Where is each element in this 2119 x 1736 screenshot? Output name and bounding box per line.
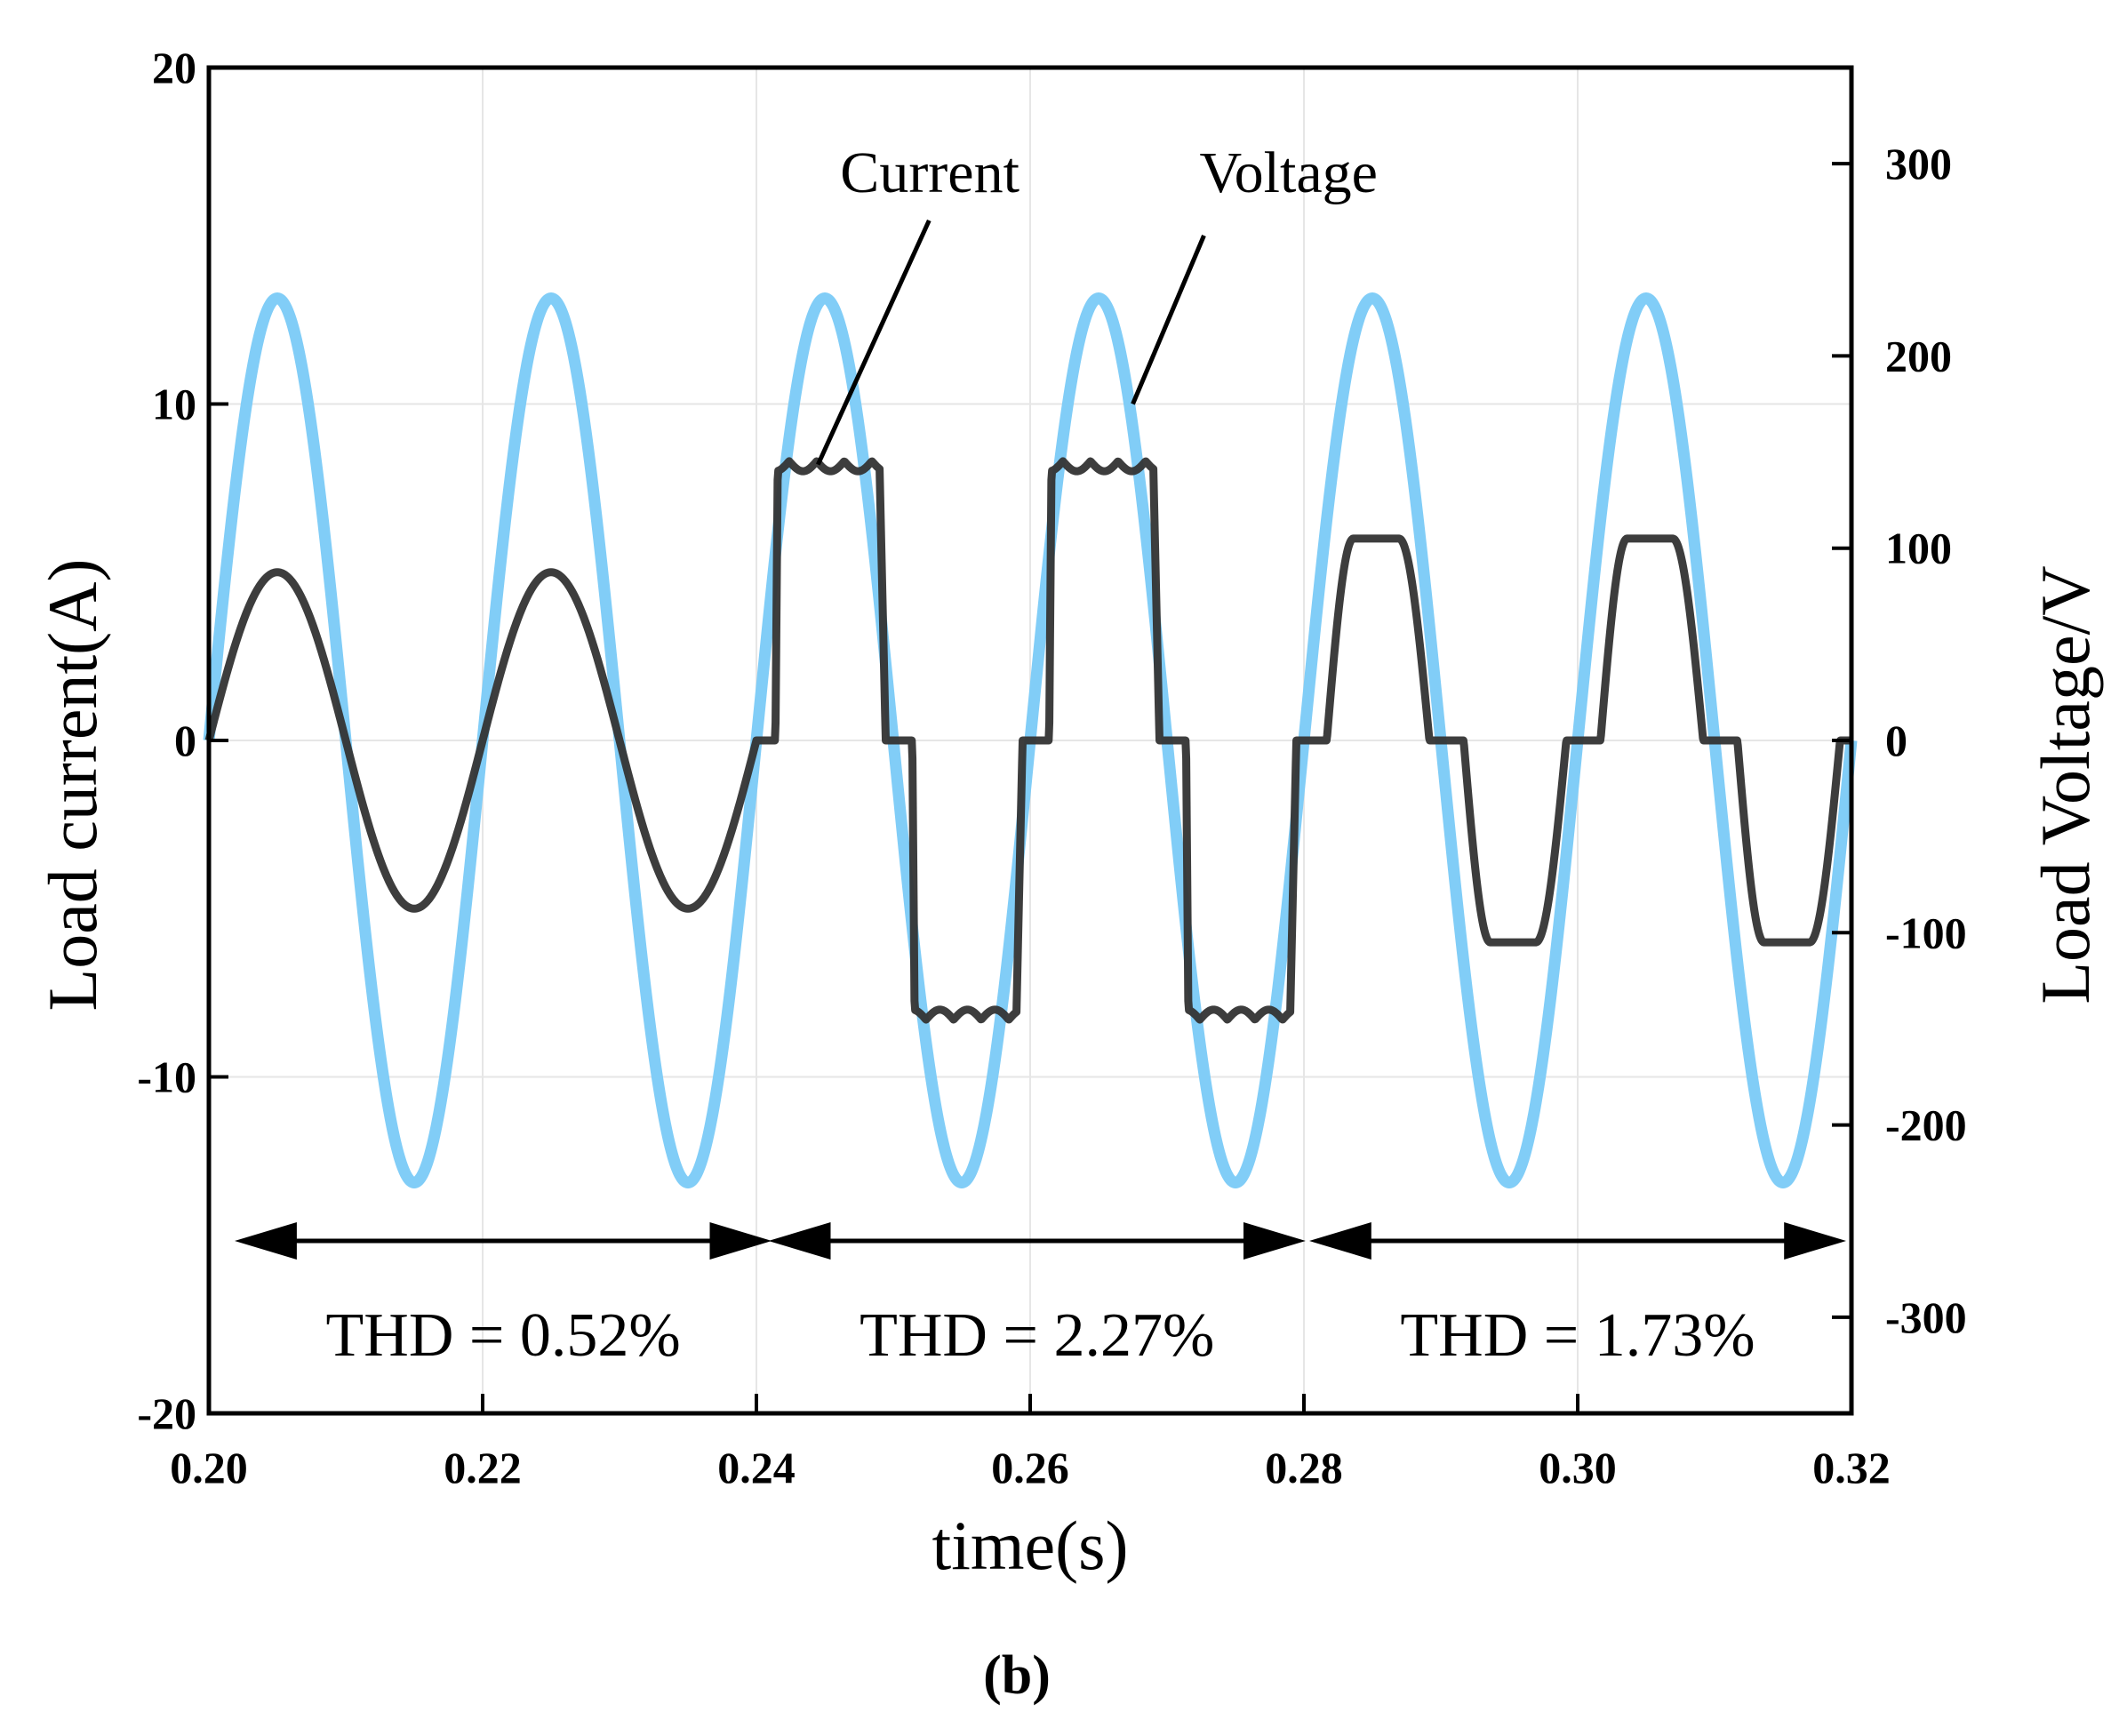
current-series	[204, 457, 1855, 1024]
y-right-tick-label: -100	[1885, 908, 1967, 957]
x-axis-title: time(s)	[932, 1507, 1129, 1584]
current-leader-line	[816, 219, 932, 466]
thd-label: THD = 0.52%	[326, 1301, 681, 1370]
y-left-tick-label: 20	[152, 43, 196, 92]
x-tick-label: 0.30	[1539, 1443, 1617, 1492]
thd-label: THD = 2.27%	[860, 1301, 1214, 1370]
x-tick-label: 0.32	[1812, 1443, 1891, 1492]
y-right-tick-label: -200	[1885, 1100, 1967, 1150]
x-tick-label: 0.22	[444, 1443, 522, 1492]
x-tick-label: 0.20	[170, 1443, 248, 1492]
left-y-axis-title: Load current(A)	[34, 559, 111, 1012]
figure-caption: (b)	[983, 1645, 1051, 1706]
current-annotation-label: Current	[840, 140, 1020, 205]
y-right-tick-label: 200	[1885, 331, 1952, 380]
voltage-annotation-label: Voltage	[1200, 140, 1378, 205]
y-right-tick-label: 100	[1885, 524, 1952, 573]
right-y-axis-title: Load Voltage/V	[2027, 565, 2104, 1004]
tick-labels: 0.20 0.22 0.24 0.26 0.28 0.30 0.3220100-10-203…	[137, 43, 1966, 1492]
y-right-tick-label: -300	[1885, 1292, 1967, 1342]
y-left-tick-label: -10	[137, 1052, 196, 1102]
x-tick-label: 0.24	[717, 1443, 796, 1492]
x-tick-label: 0.26	[991, 1443, 1069, 1492]
voltage-leader-line	[1131, 235, 1206, 405]
y-left-tick-label: 10	[152, 380, 196, 429]
current-line	[204, 457, 1855, 1024]
y-right-tick-label: 300	[1885, 139, 1952, 188]
thd-labels: THD = 0.52% THD = 2.27% THD = 1.73%	[234, 1222, 1847, 1370]
axis-ticks	[207, 66, 1853, 1415]
y-left-tick-label: -20	[137, 1388, 196, 1438]
thd-label: THD = 1.73%	[1400, 1301, 1755, 1370]
y-left-tick-label: 0	[174, 716, 196, 765]
y-right-tick-label: 0	[1885, 716, 1907, 765]
x-tick-label: 0.28	[1265, 1443, 1343, 1492]
series-annotations: Current Voltage	[816, 140, 1378, 466]
